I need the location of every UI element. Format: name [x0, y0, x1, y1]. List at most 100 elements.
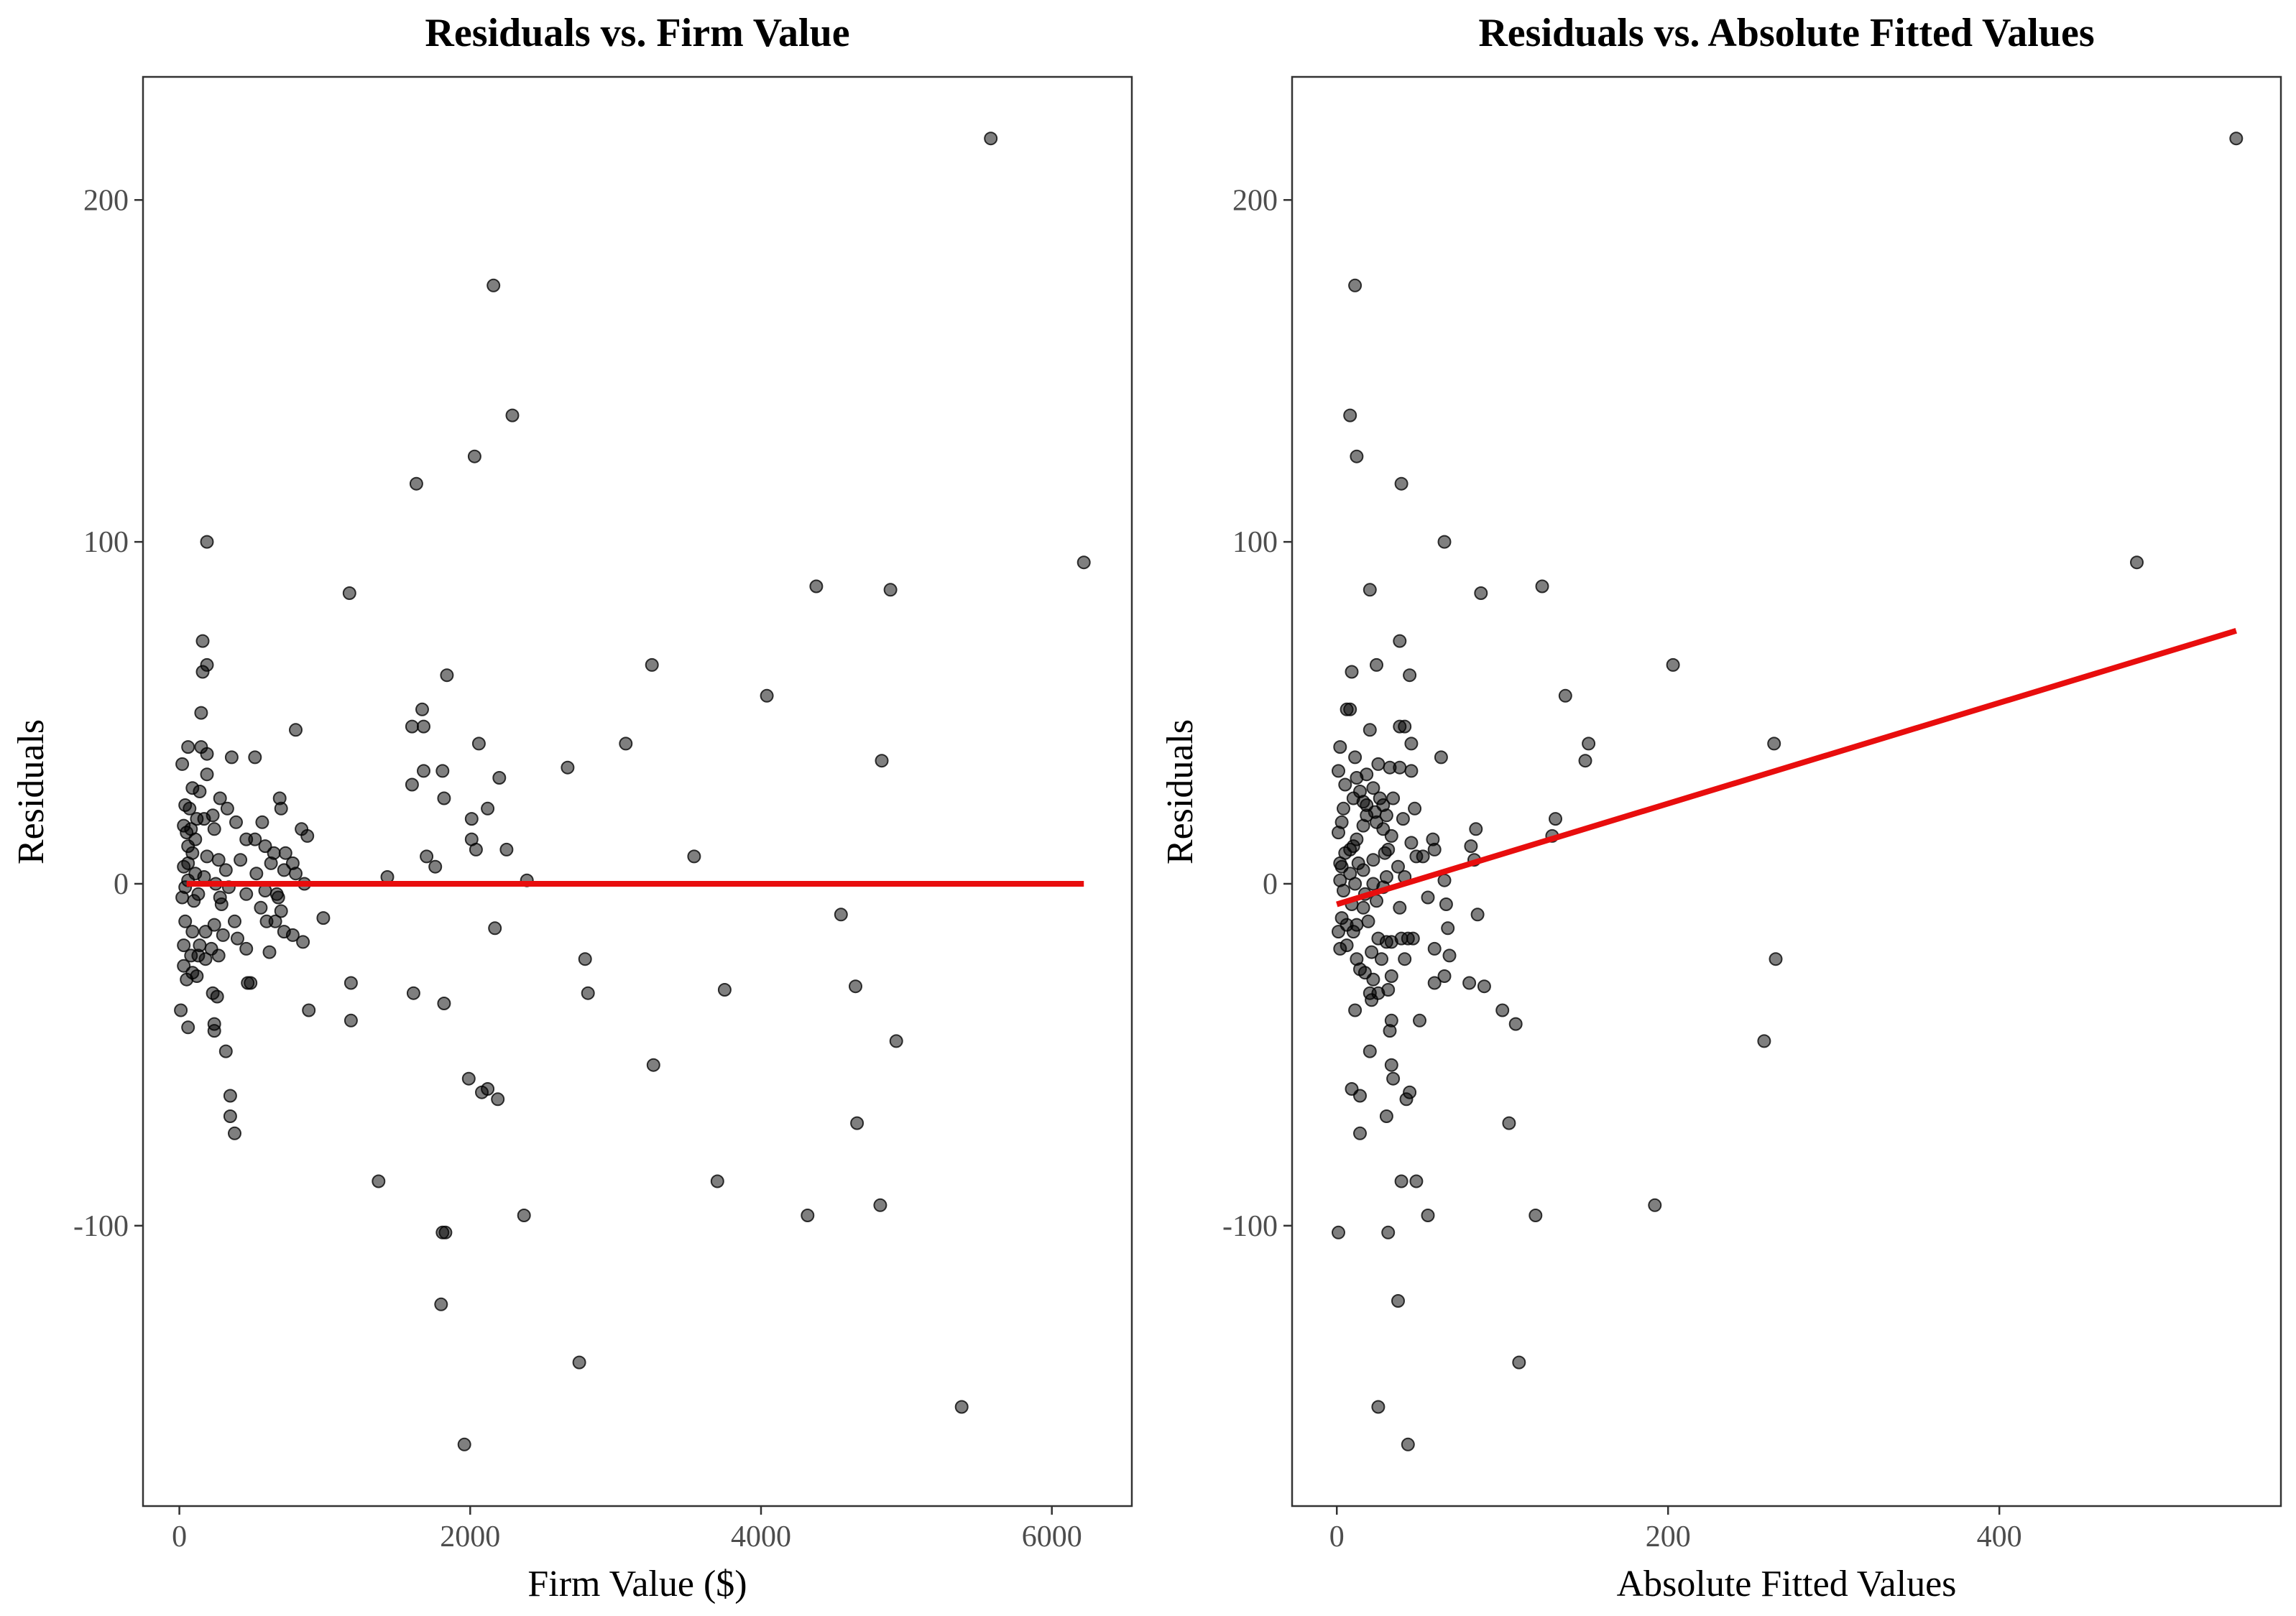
- data-point: [873, 1198, 887, 1212]
- data-point: [1384, 1058, 1398, 1072]
- data-point: [195, 634, 210, 648]
- data-point: [210, 989, 224, 1004]
- data-point: [1469, 822, 1483, 836]
- data-point: [417, 764, 430, 778]
- y-tick-label: 100: [1232, 526, 1278, 559]
- data-point: [1502, 1116, 1516, 1130]
- data-point: [850, 1116, 865, 1130]
- data-point: [296, 935, 310, 949]
- data-point: [1403, 668, 1417, 683]
- x-axis-label: Absolute Fitted Values: [1617, 1564, 1957, 1605]
- data-point: [1348, 278, 1363, 292]
- data-point: [1394, 1174, 1409, 1188]
- data-point: [1578, 754, 1592, 768]
- data-point: [645, 657, 659, 672]
- data-point: [207, 822, 221, 836]
- data-point: [437, 791, 451, 805]
- x-tick-label: 200: [1646, 1520, 1691, 1553]
- data-point: [1437, 535, 1452, 549]
- data-point: [491, 1092, 505, 1107]
- data-point: [178, 914, 193, 928]
- data-point: [1371, 1400, 1386, 1414]
- data-point: [200, 767, 214, 782]
- data-point: [1343, 408, 1357, 423]
- data-point: [2130, 555, 2144, 570]
- data-point: [471, 737, 486, 751]
- data-point: [488, 921, 502, 936]
- data-point: [475, 1085, 489, 1099]
- data-point: [1470, 908, 1485, 922]
- data-point: [213, 791, 227, 805]
- data-point: [1337, 801, 1350, 816]
- data-point: [218, 863, 233, 877]
- y-tick-label: 0: [114, 868, 129, 901]
- data-point: [183, 801, 197, 816]
- data-point: [406, 986, 420, 1000]
- data-point: [1408, 801, 1422, 816]
- data-point: [342, 586, 356, 600]
- data-point: [1398, 719, 1412, 734]
- data-point: [193, 785, 207, 798]
- data-point: [228, 914, 241, 928]
- y-tick-label: -100: [1222, 1210, 1278, 1243]
- data-point: [1413, 1013, 1426, 1028]
- data-point: [1332, 826, 1345, 840]
- data-point: [464, 812, 479, 826]
- data-point: [834, 908, 848, 922]
- data-point: [1350, 771, 1364, 785]
- data-point: [1338, 777, 1352, 792]
- data-point: [1441, 921, 1455, 936]
- data-point: [2229, 131, 2244, 146]
- data-point: [1365, 945, 1379, 959]
- data-point: [457, 1437, 471, 1451]
- data-point: [239, 941, 254, 956]
- data-point: [1767, 737, 1781, 751]
- data-point: [1353, 1089, 1367, 1103]
- data-point: [216, 928, 230, 942]
- y-axis-label: Residuals: [11, 719, 52, 864]
- data-point: [214, 897, 229, 911]
- data-point: [1332, 925, 1345, 939]
- data-point: [875, 754, 889, 768]
- data-point: [561, 760, 575, 775]
- chart-title: Residuals vs. Absolute Fitted Values: [1478, 11, 2094, 55]
- x-tick-label: 4000: [731, 1520, 791, 1553]
- data-point: [1398, 952, 1412, 966]
- data-point: [405, 777, 419, 792]
- data-point: [687, 849, 701, 864]
- data-point: [1393, 634, 1407, 648]
- data-point: [469, 842, 483, 857]
- data-point: [1345, 665, 1359, 679]
- data-point: [277, 863, 291, 877]
- data-point: [1366, 972, 1380, 987]
- data-point: [1348, 877, 1363, 891]
- data-point: [1427, 842, 1442, 857]
- x-tick-label: 2000: [440, 1520, 500, 1553]
- data-point: [218, 1044, 233, 1058]
- data-point: [434, 1297, 448, 1311]
- data-point: [274, 801, 288, 816]
- data-point: [207, 1024, 221, 1038]
- data-point: [187, 894, 201, 908]
- data-point: [581, 986, 595, 1000]
- data-point: [1437, 969, 1452, 983]
- data-point: [372, 1174, 386, 1188]
- data-point: [801, 1209, 815, 1222]
- data-point: [428, 859, 443, 874]
- data-point: [344, 976, 358, 990]
- data-point: [1366, 853, 1380, 867]
- data-point: [1076, 555, 1091, 570]
- data-point: [1378, 846, 1392, 860]
- data-point: [1383, 1024, 1397, 1038]
- data-point: [405, 719, 419, 734]
- data-point: [1549, 812, 1562, 826]
- data-point: [889, 1034, 903, 1048]
- data-point: [809, 579, 824, 594]
- data-point: [646, 1058, 660, 1072]
- data-point: [1384, 935, 1398, 949]
- data-point: [1558, 688, 1572, 703]
- data-point: [316, 911, 331, 925]
- data-point: [1529, 1209, 1543, 1222]
- data-point: [1582, 737, 1596, 751]
